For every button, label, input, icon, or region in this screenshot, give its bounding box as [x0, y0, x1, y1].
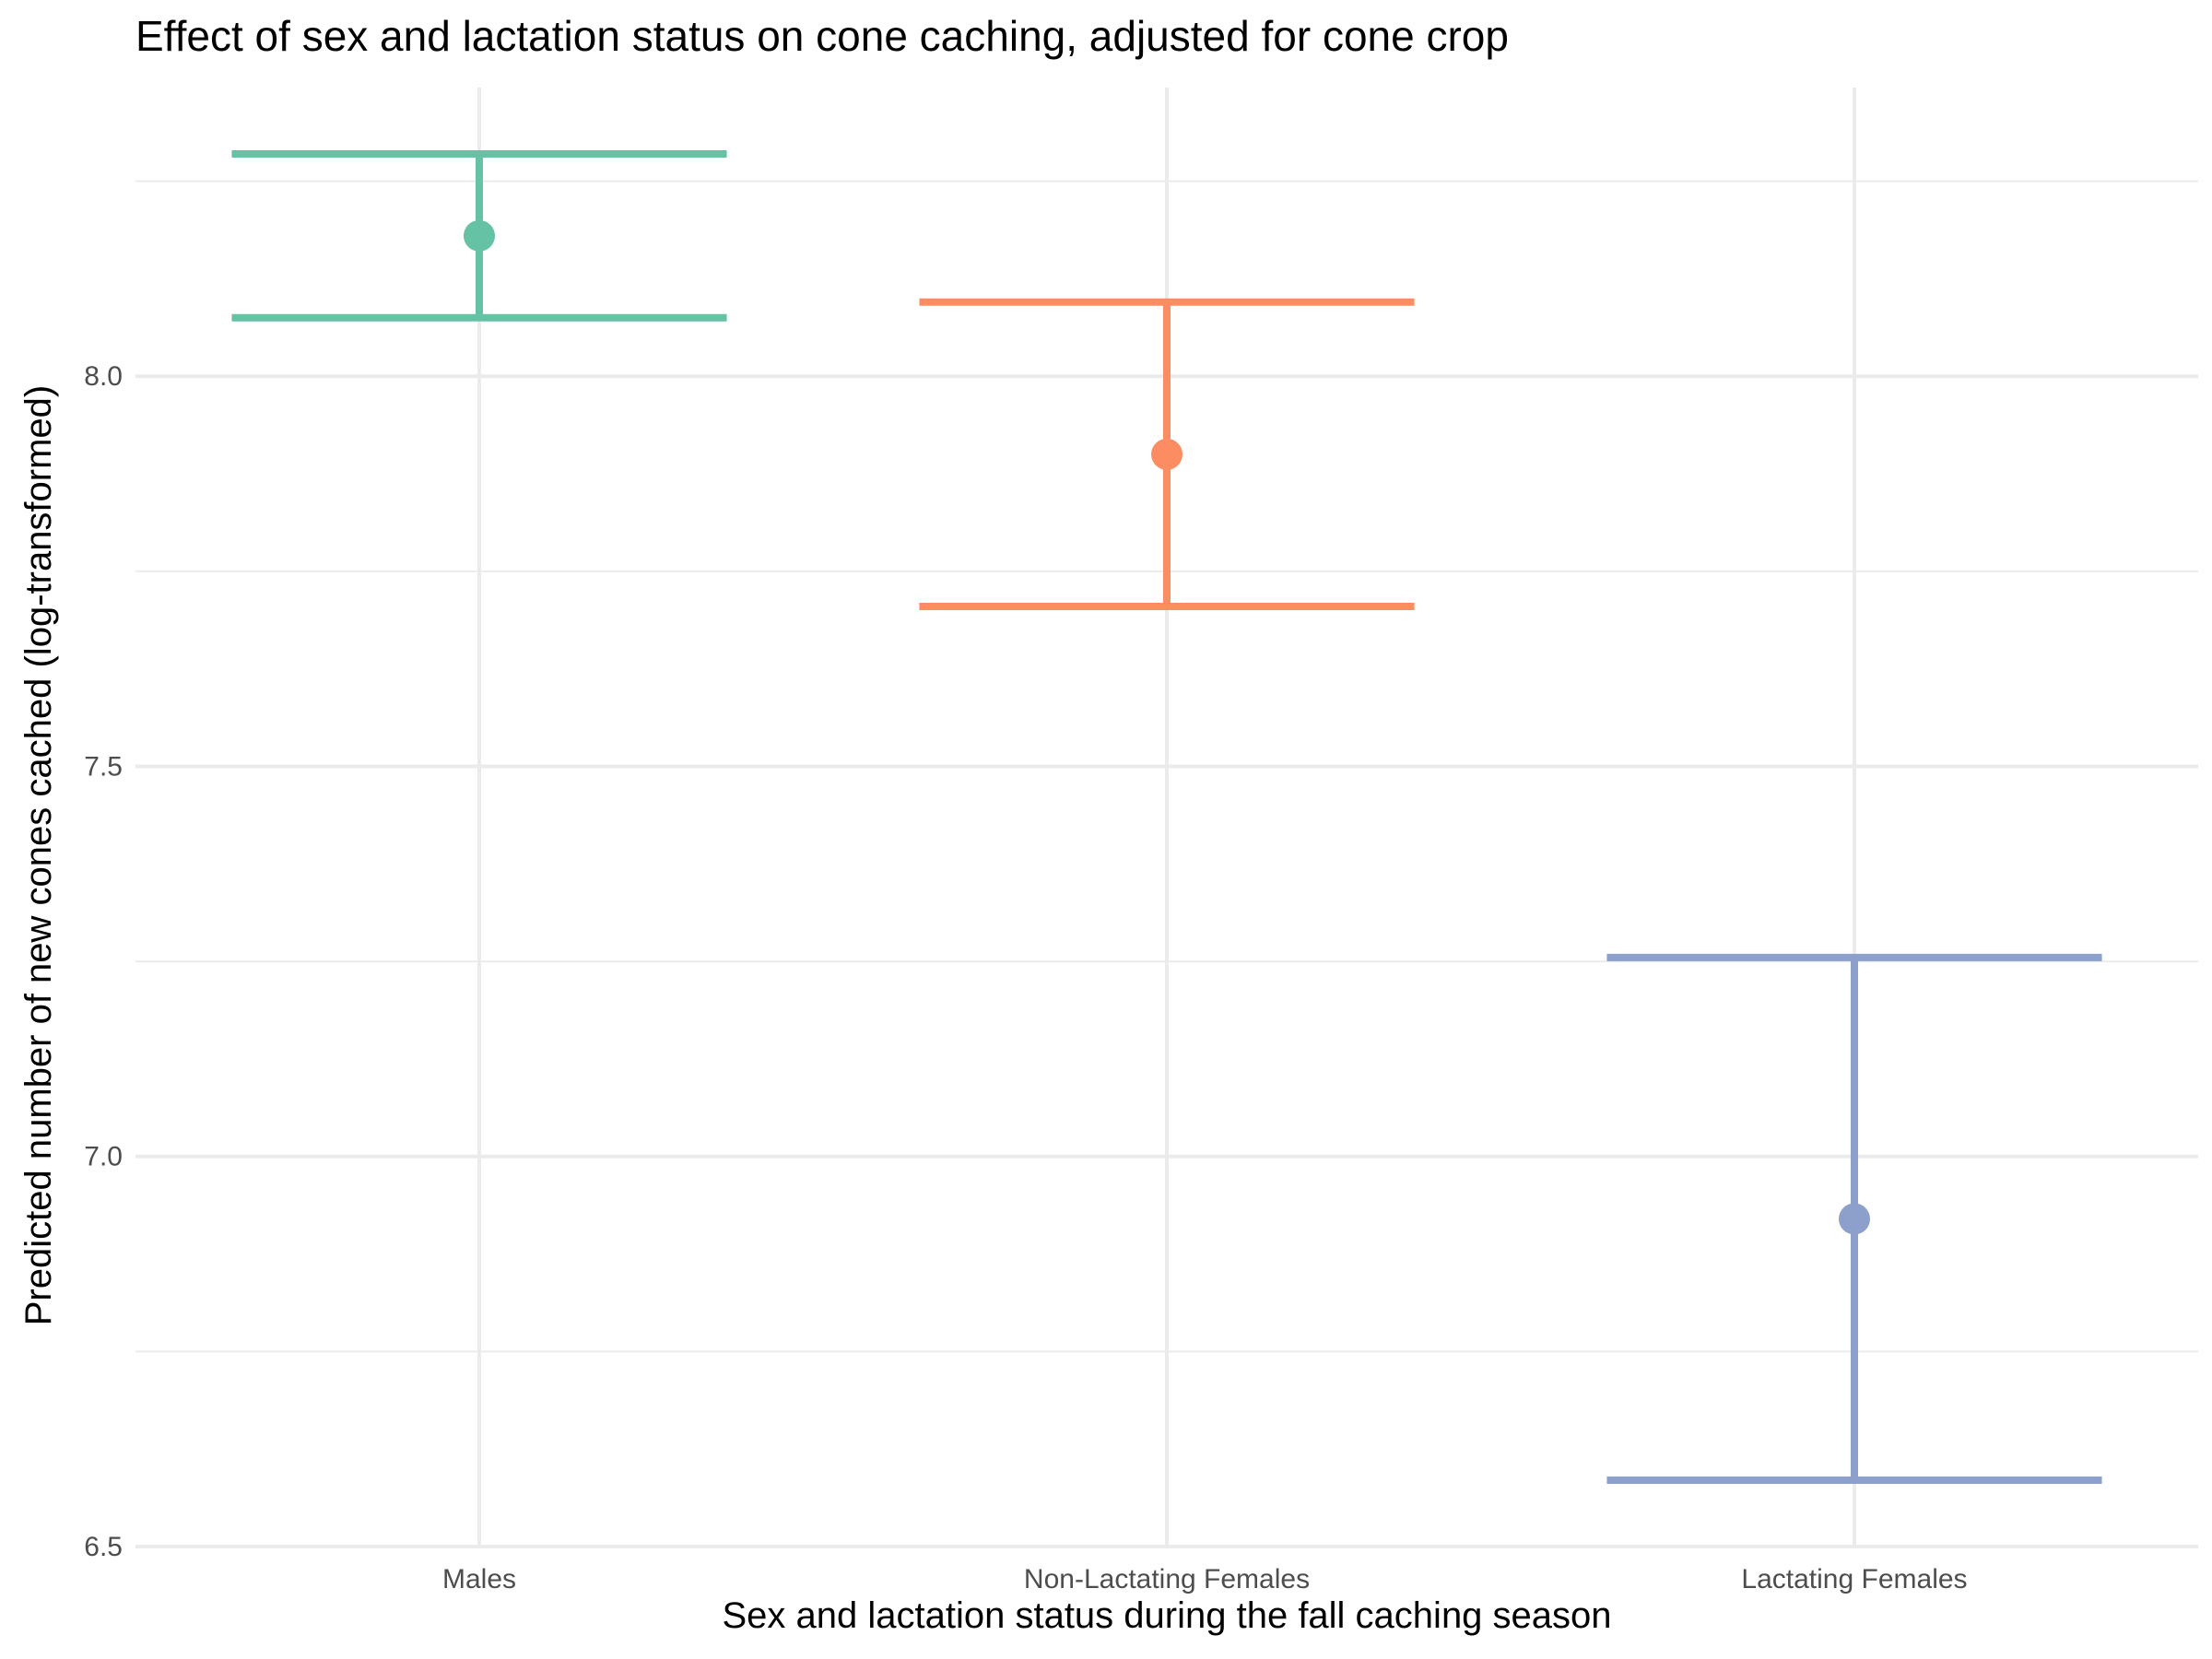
x-tick-label: Males [442, 1564, 516, 1594]
y-tick-label: 7.5 [84, 751, 123, 782]
estimate-point [464, 219, 495, 252]
y-tick-label: 8.0 [84, 361, 123, 392]
x-tick-label: Non-Lactating Females [1024, 1564, 1310, 1594]
chart-title: Effect of sex and lactation status on co… [135, 12, 1509, 60]
estimate-point [1839, 1203, 1870, 1235]
x-axis-title: Sex and lactation status during the fall… [722, 1595, 1612, 1636]
y-tick-label: 6.5 [84, 1532, 123, 1562]
x-tick-label: Lactating Females [1741, 1564, 1967, 1594]
y-axis-title: Predicted number of new cones cached (lo… [18, 384, 59, 1326]
y-tick-label: 7.0 [84, 1142, 123, 1172]
estimate-point [1151, 438, 1182, 470]
